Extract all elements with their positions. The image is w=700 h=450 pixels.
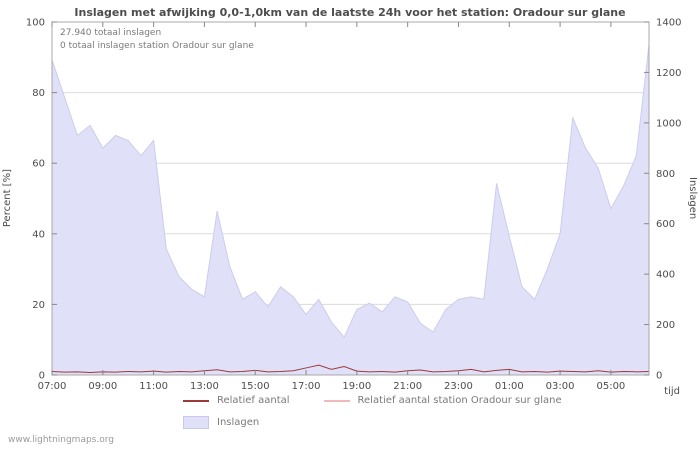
svg-text:05:00: 05:00: [596, 381, 625, 392]
legend-line-swatch-red: [183, 399, 209, 402]
annotation-station-total: 0 totaal inslagen station Oradour sur gl…: [60, 41, 254, 51]
y-axis-left-label: Percent [%]: [2, 169, 13, 228]
svg-text:80: 80: [32, 88, 45, 99]
svg-text:13:00: 13:00: [190, 381, 219, 392]
svg-text:09:00: 09:00: [88, 381, 117, 392]
legend-item-relatief-aantal: Relatief aantal: [183, 395, 290, 406]
legend-item-inslagen: Inslagen: [183, 416, 259, 429]
svg-text:100: 100: [26, 18, 45, 29]
y-axis-left-label-wrap: Percent [%]: [2, 22, 13, 375]
svg-text:23:00: 23:00: [444, 381, 473, 392]
y-axis-right-label-wrap: Inslagen: [687, 22, 698, 375]
svg-text:0: 0: [39, 371, 45, 382]
legend-area-swatch-lavender: [183, 416, 209, 429]
svg-text:1400: 1400: [656, 18, 681, 29]
chart-title: Inslagen met afwijking 0,0-1,0km van de …: [74, 6, 626, 19]
svg-text:200: 200: [656, 320, 675, 331]
annotation-total-strikes: 27.940 totaal inslagen: [60, 28, 162, 38]
legend-label: Relatief aantal station Oradour sur glan…: [357, 395, 562, 406]
y-axis-right-label: Inslagen: [687, 177, 698, 220]
svg-text:0: 0: [656, 371, 662, 382]
legend-row-area: Inslagen: [183, 416, 596, 429]
svg-text:21:00: 21:00: [393, 381, 422, 392]
svg-text:40: 40: [32, 229, 45, 240]
legend-line-swatch-pink: [323, 399, 350, 402]
svg-text:800: 800: [656, 169, 675, 180]
svg-text:1200: 1200: [656, 68, 681, 79]
svg-text:01:00: 01:00: [495, 381, 524, 392]
chart-legend: Relatief aantal Relatief aantal station …: [183, 395, 596, 439]
svg-text:15:00: 15:00: [241, 381, 270, 392]
svg-text:60: 60: [32, 159, 45, 170]
watermark-text: www.lightningmaps.org: [8, 435, 114, 445]
svg-text:03:00: 03:00: [546, 381, 575, 392]
legend-label: Inslagen: [217, 417, 260, 428]
svg-text:1000: 1000: [656, 118, 681, 129]
svg-text:07:00: 07:00: [38, 381, 67, 392]
svg-text:17:00: 17:00: [292, 381, 321, 392]
svg-text:400: 400: [656, 270, 675, 281]
svg-text:600: 600: [656, 219, 675, 230]
legend-row-lines: Relatief aantal Relatief aantal station …: [183, 395, 596, 406]
x-axis-label: tijd: [664, 386, 680, 397]
legend-label: Relatief aantal: [217, 395, 290, 406]
svg-text:19:00: 19:00: [342, 381, 371, 392]
svg-text:11:00: 11:00: [139, 381, 168, 392]
svg-text:20: 20: [32, 300, 45, 311]
legend-item-relatief-aantal-station: Relatief aantal station Oradour sur glan…: [323, 395, 562, 406]
